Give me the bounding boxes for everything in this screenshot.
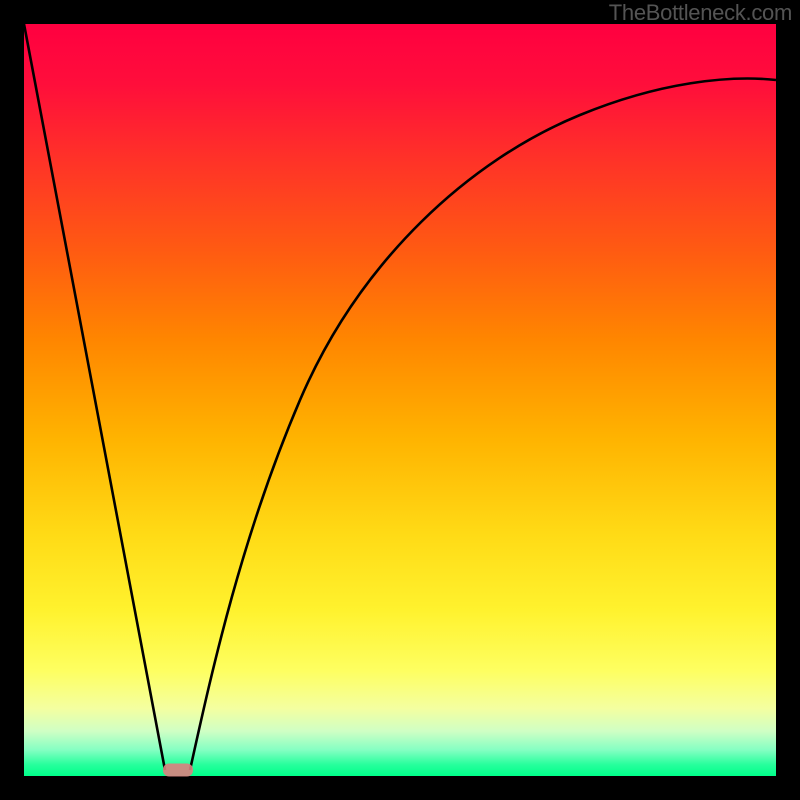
bottleneck-chart: TheBottleneck.com [0,0,800,800]
minimum-marker [163,764,193,777]
attribution-text: TheBottleneck.com [609,0,792,26]
plot-area [24,24,776,776]
chart-svg [0,0,800,800]
